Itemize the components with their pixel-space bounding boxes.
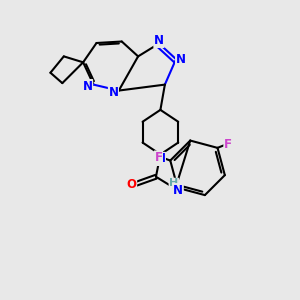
Text: N: N <box>82 80 93 93</box>
Text: O: O <box>127 178 136 191</box>
Text: H: H <box>169 178 178 188</box>
Text: N: N <box>155 152 165 165</box>
Text: N: N <box>173 184 183 196</box>
Text: N: N <box>154 34 164 47</box>
Text: F: F <box>154 151 162 164</box>
Text: N: N <box>176 53 186 66</box>
Text: F: F <box>224 138 232 152</box>
Text: N: N <box>108 86 118 99</box>
